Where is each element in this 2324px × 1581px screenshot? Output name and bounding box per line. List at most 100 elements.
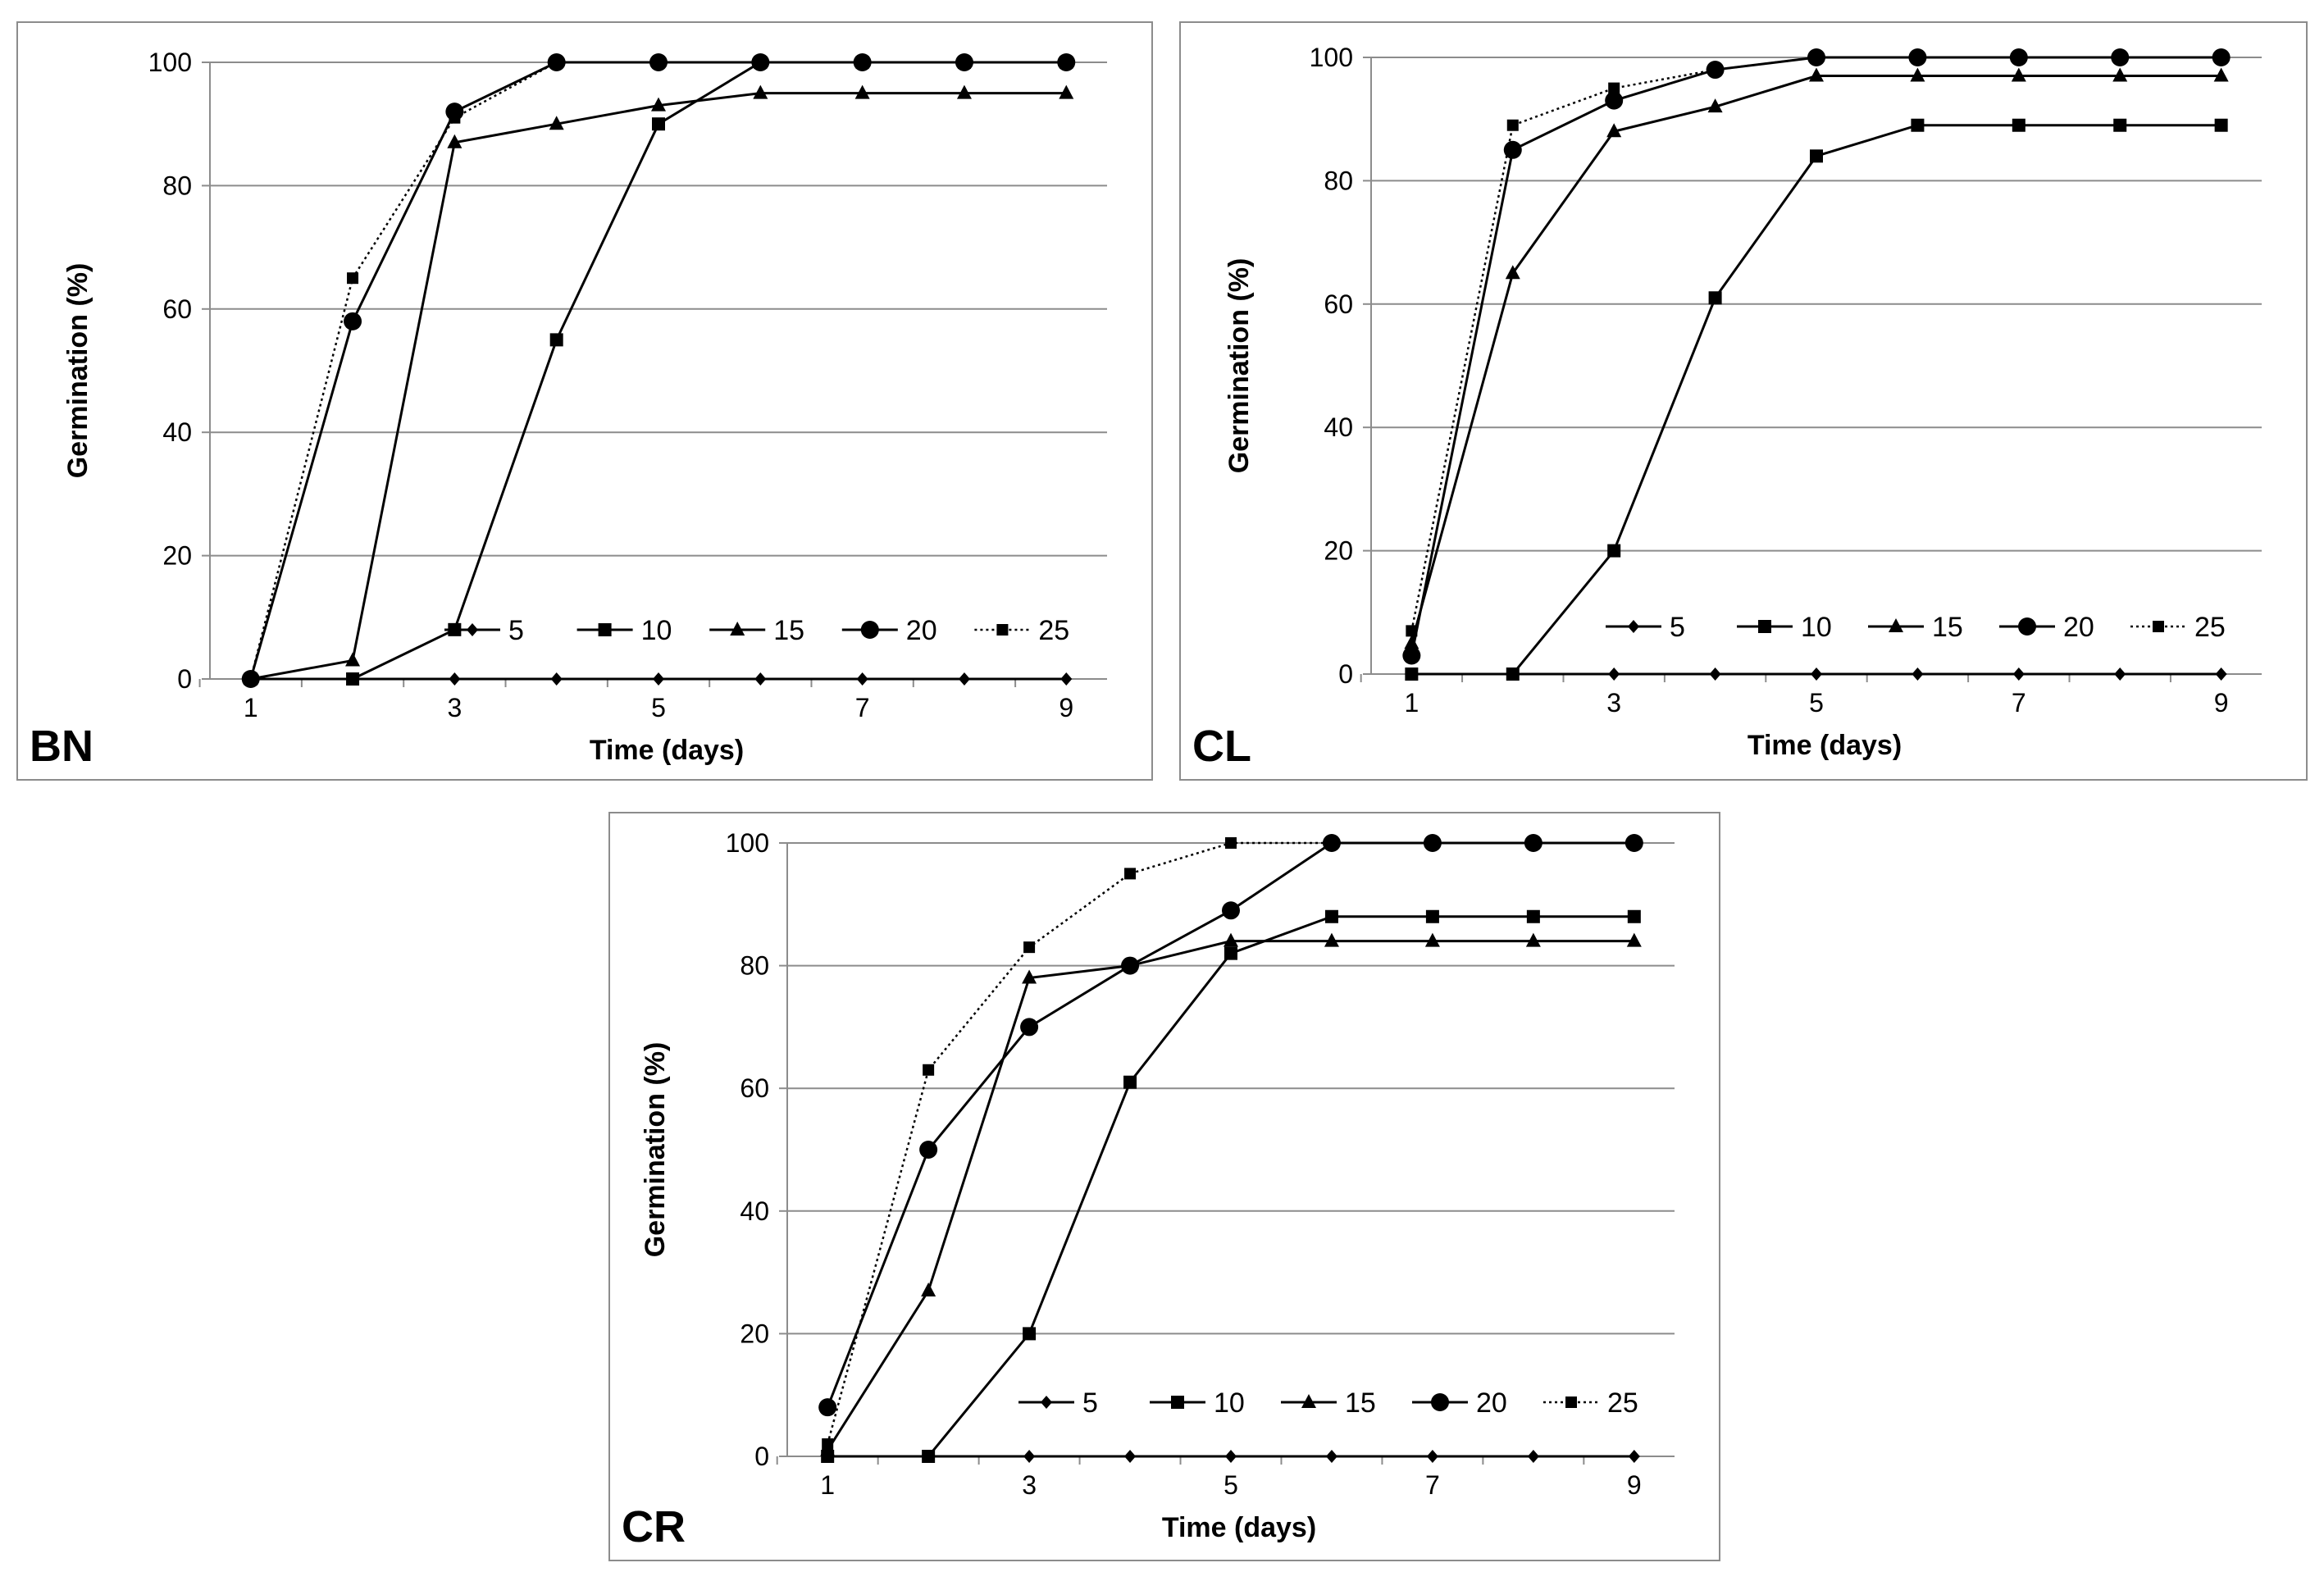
legend-marker-5	[467, 623, 478, 636]
series-15	[820, 932, 1642, 1456]
series-line-20	[249, 61, 1067, 680]
legend-label-15: 15	[1932, 612, 1963, 643]
data-point-15	[1022, 969, 1037, 984]
data-point-25	[1811, 52, 1822, 63]
legend-marker-10	[1758, 620, 1771, 633]
x-tick-label: 7	[1425, 1470, 1440, 1500]
y-tick-label: 0	[754, 1442, 769, 1471]
data-point-25	[1912, 52, 1924, 63]
x-tick-label: 3	[1606, 688, 1621, 718]
data-point-5	[754, 672, 767, 686]
data-point-15	[1606, 123, 1622, 138]
data-point-15	[753, 84, 768, 99]
data-point-5	[1709, 667, 1721, 681]
data-point-25	[1709, 64, 1721, 76]
data-point-15	[921, 1283, 936, 1297]
legend-label-10: 10	[641, 615, 672, 646]
panel-label: BN	[30, 722, 93, 771]
data-point-5	[1527, 1450, 1539, 1463]
data-point-20	[919, 1141, 938, 1159]
data-point-25	[1060, 57, 1073, 68]
series-25	[1406, 52, 2227, 637]
data-point-20	[818, 1398, 837, 1417]
y-tick-label: 40	[162, 417, 192, 447]
data-point-10	[1123, 1075, 1137, 1089]
y-tick-label: 40	[1324, 412, 1353, 442]
data-point-10	[2012, 118, 2026, 132]
data-point-25	[1124, 868, 1137, 880]
data-point-25	[1527, 837, 1539, 849]
data-point-5	[1023, 1450, 1036, 1463]
legend-label-20: 20	[2063, 612, 2094, 643]
data-point-25	[822, 1438, 834, 1451]
data-point-25	[2012, 52, 2025, 63]
legend-label-25: 25	[2194, 612, 2226, 643]
data-point-15	[1626, 932, 1642, 947]
y-tick-label: 80	[1324, 166, 1353, 195]
y-tick-label: 20	[740, 1319, 769, 1348]
chart-panel-bn: 0 20 40 60 80 100 1 3 5 7 9 Time (days) Germination …	[16, 21, 1153, 781]
data-point-5	[449, 672, 461, 686]
legend-label-5: 5	[1670, 612, 1685, 643]
data-point-5	[1225, 1450, 1237, 1463]
data-point-5	[958, 672, 970, 686]
legend-label-10: 10	[1801, 612, 1832, 643]
x-tick-label: 7	[2012, 688, 2026, 718]
legend-label-25: 25	[1038, 615, 1069, 646]
x-tick-label: 1	[244, 693, 258, 722]
data-point-10	[2113, 118, 2127, 132]
data-point-10	[1607, 544, 1621, 558]
series-15	[243, 84, 1074, 685]
data-point-15	[956, 84, 972, 99]
data-point-25	[1608, 82, 1620, 94]
data-point-5	[2114, 667, 2126, 681]
data-point-10	[2214, 118, 2228, 132]
x-tick-label: 1	[820, 1470, 835, 1500]
series-25	[822, 837, 1640, 1451]
data-point-25	[2114, 52, 2126, 63]
x-tick-label: 3	[447, 693, 462, 722]
data-point-25	[449, 112, 461, 124]
legend-label-25: 25	[1607, 1387, 1638, 1419]
legend: 5 10 15 20 25	[1606, 612, 2226, 643]
panel-label: CR	[622, 1502, 686, 1551]
chart-panel-cl: 0 20 40 60 80 100 1 3 5 7 9 Time (days) Germination …	[1179, 21, 2308, 781]
series-20	[818, 834, 1643, 1417]
data-point-10	[1911, 118, 1925, 132]
legend-label-5: 5	[508, 615, 524, 646]
data-point-15	[1424, 932, 1440, 947]
data-point-5	[1912, 667, 1924, 681]
series-line-10	[1411, 124, 2221, 676]
x-tick-label: 5	[1809, 688, 1824, 718]
data-point-25	[1023, 941, 1036, 954]
legend-marker-15	[1301, 1394, 1316, 1408]
data-point-5	[856, 672, 868, 686]
legend-marker-25	[1565, 1396, 1577, 1408]
series-20	[1402, 48, 2231, 665]
data-point-15	[1224, 932, 1238, 947]
data-point-10	[1708, 291, 1722, 305]
data-point-15	[854, 84, 870, 99]
data-point-5	[1628, 1450, 1640, 1463]
series-10	[821, 909, 1641, 1463]
data-point-25	[653, 57, 664, 68]
y-tick-label: 20	[162, 541, 192, 571]
x-tick-label: 5	[651, 693, 666, 722]
data-point-10	[1627, 909, 1641, 923]
legend-label-20: 20	[906, 615, 937, 646]
y-tick-label: 100	[148, 48, 192, 77]
legend-marker-25	[996, 624, 1009, 636]
data-point-15	[1059, 84, 1074, 99]
data-point-25	[923, 1064, 935, 1076]
data-point-15	[1809, 67, 1824, 82]
data-point-25	[347, 272, 359, 285]
y-axis-title: Germination (%)	[640, 1042, 671, 1258]
legend-marker-25	[2153, 621, 2164, 632]
data-point-15	[1525, 932, 1541, 947]
data-point-10	[1324, 909, 1338, 923]
y-tick-label: 80	[740, 951, 769, 981]
legend-marker-20	[860, 621, 879, 639]
legend-label-20: 20	[1476, 1387, 1507, 1419]
x-tick-label: 9	[1627, 1470, 1642, 1500]
data-point-5	[550, 672, 563, 686]
